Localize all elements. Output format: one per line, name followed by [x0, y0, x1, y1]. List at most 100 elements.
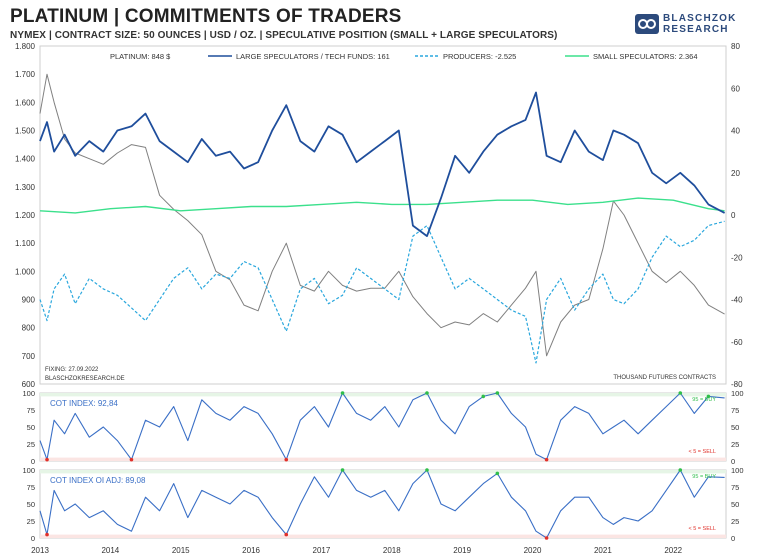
sell-signal-point: [544, 457, 549, 462]
sell-signal-point: [544, 536, 549, 540]
index-line: [39, 469, 725, 539]
cot-index-oi-adj-sell-zone: [40, 534, 726, 538]
y-left-tick-label: 1.200: [15, 211, 36, 220]
index-line: [39, 392, 725, 461]
legend-entry: PLATINUM: 848 $: [110, 52, 171, 61]
y-right-tick-label: 80: [731, 42, 740, 51]
x-tick-label: 2013: [31, 546, 49, 555]
y-tick-label: 75: [731, 483, 739, 492]
y-tick-label: 100: [731, 389, 744, 398]
y-left-tick-label: 600: [22, 380, 36, 389]
series-line: [39, 220, 725, 364]
y-tick-label: 0: [731, 534, 735, 543]
y-tick-label: 50: [731, 423, 739, 432]
units-note: THOUSAND FUTURES CONTRACTS: [613, 375, 716, 381]
cot-index-oi-adj-buy-zone: [40, 470, 726, 474]
sell-signal-point: [284, 457, 289, 462]
y-left-tick-label: 1.500: [15, 127, 36, 136]
page-subtitle: NYMEX | CONTRACT SIZE: 50 OUNCES | USD /…: [10, 30, 558, 41]
y-right-tick-label: 40: [731, 127, 740, 136]
y-left-tick-label: 1.700: [15, 70, 36, 79]
buy-signal-point: [425, 391, 429, 395]
sell-signal-point: [284, 532, 289, 537]
cot-index-title: COT INDEX: 92,84: [50, 399, 118, 408]
y-left-tick-label: 900: [22, 296, 36, 305]
y-right-tick-label: -60: [731, 338, 743, 347]
y-right-tick-label: -40: [731, 296, 743, 305]
y-tick-label: 100: [22, 389, 35, 398]
buy-label: 95 = BUY: [692, 397, 716, 403]
logo-text: RESEARCH: [663, 24, 729, 35]
buy-signal-point: [340, 391, 345, 395]
y-left-tick-label: 1.400: [15, 155, 36, 164]
x-tick-label: 2015: [172, 546, 190, 555]
logo-text: BLASCHZOK: [663, 13, 737, 24]
series-line: [39, 73, 725, 357]
y-tick-label: 50: [27, 500, 35, 509]
legend-entry: LARGE SPECULATORS / TECH FUNDS: 161: [236, 52, 390, 61]
sell-signal-point: [45, 457, 49, 462]
buy-signal-point: [706, 394, 711, 399]
series-line: [39, 197, 725, 214]
buy-signal-point: [340, 468, 345, 472]
x-tick-label: 2014: [101, 546, 119, 555]
y-tick-label: 50: [27, 423, 35, 432]
sell-signal-point: [45, 532, 49, 537]
y-tick-label: 100: [22, 466, 35, 475]
buy-signal-point: [678, 468, 683, 472]
sell-label: < 5 = SELL: [688, 449, 716, 455]
y-tick-label: 25: [731, 517, 739, 526]
source-note: BLASCHZOKRESEARCH.DE: [45, 376, 125, 382]
buy-label: 95 = BUY: [692, 474, 716, 480]
x-tick-label: 2016: [242, 546, 260, 555]
x-tick-label: 2018: [383, 546, 401, 555]
y-tick-label: 25: [27, 517, 35, 526]
buy-signal-point: [481, 394, 486, 399]
buy-signal-point: [425, 468, 429, 472]
logo-icon: [635, 14, 659, 34]
x-tick-label: 2022: [664, 546, 682, 555]
buy-signal-point: [495, 391, 500, 395]
y-left-tick-label: 1.600: [15, 98, 36, 107]
legend-entry: PRODUCERS: -2.525: [443, 52, 516, 61]
y-tick-label: 25: [27, 440, 35, 449]
brand-logo: BLASCHZOK RESEARCH: [635, 12, 755, 40]
y-right-tick-label: 20: [731, 169, 740, 178]
buy-signal-point: [495, 471, 500, 476]
y-right-tick-label: 0: [731, 211, 736, 220]
y-tick-label: 75: [27, 483, 35, 492]
buy-signal-point: [678, 391, 683, 395]
cot-index-buy-zone: [40, 393, 726, 397]
y-left-tick-label: 700: [22, 352, 36, 361]
y-left-tick-label: 800: [22, 324, 36, 333]
x-tick-label: 2021: [594, 546, 612, 555]
y-left-tick-label: 1.800: [15, 42, 36, 51]
x-tick-label: 2020: [524, 546, 542, 555]
x-tick-label: 2019: [453, 546, 471, 555]
y-left-tick-label: 1.300: [15, 183, 36, 192]
cot-index-sell-zone: [40, 457, 726, 461]
y-left-tick-label: 1.000: [15, 267, 36, 276]
y-right-tick-label: -80: [731, 380, 743, 389]
y-tick-label: 75: [731, 406, 739, 415]
y-tick-label: 75: [27, 406, 35, 415]
y-tick-label: 25: [731, 440, 739, 449]
fixing-note: FIXING: 27.09.2022: [45, 367, 99, 373]
cot-index-oi-adj-title: COT INDEX OI ADJ: 89,08: [50, 476, 146, 485]
sell-signal-point: [129, 457, 134, 462]
y-tick-label: 0: [31, 534, 35, 543]
page-title: PLATINUM | COMMITMENTS OF TRADERS: [10, 6, 402, 27]
y-tick-label: 0: [731, 457, 735, 466]
series-line: [39, 91, 726, 238]
sell-label: < 5 = SELL: [688, 526, 716, 532]
y-left-tick-label: 1.100: [15, 239, 36, 248]
y-tick-label: 100: [731, 466, 744, 475]
legend-entry: SMALL SPECULATORS: 2.364: [593, 52, 698, 61]
y-right-tick-label: -20: [731, 253, 743, 262]
y-tick-label: 50: [731, 500, 739, 509]
main-plot-frame: [39, 45, 727, 385]
y-right-tick-label: 60: [731, 84, 740, 93]
y-tick-label: 0: [31, 457, 35, 466]
x-tick-label: 2017: [313, 546, 331, 555]
